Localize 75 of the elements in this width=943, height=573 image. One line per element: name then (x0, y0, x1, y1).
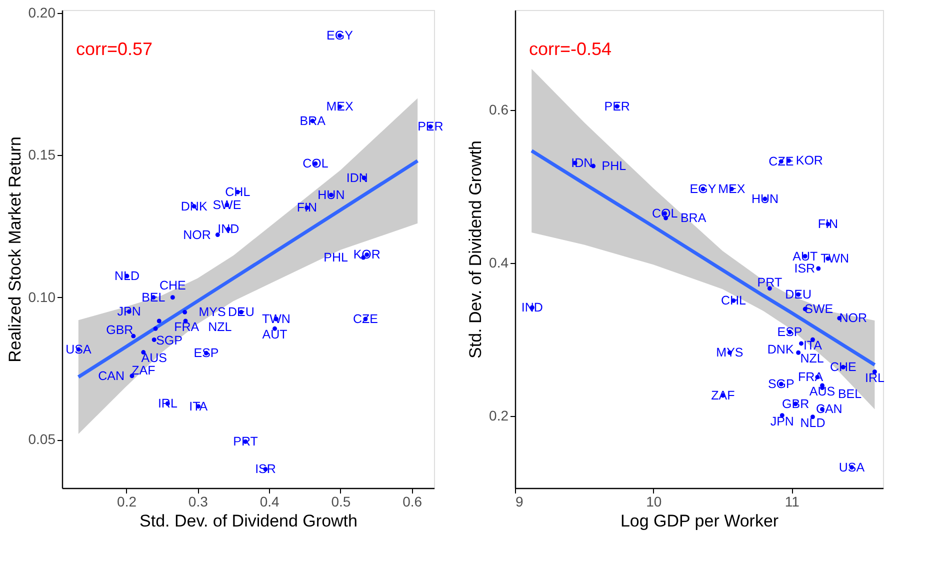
data-label: HUN (318, 188, 345, 202)
point (799, 341, 804, 346)
data-label: JPN (770, 414, 794, 428)
data-label: SGP (156, 334, 182, 348)
data-label: MYS (198, 305, 226, 320)
data-label: EGY (326, 28, 354, 43)
data-label: IRL (864, 370, 884, 385)
y-tick-label: 0.10 (28, 288, 56, 305)
data-label: NOR (839, 311, 868, 326)
point (215, 232, 220, 238)
data-label: ITA (189, 399, 208, 414)
annotation: corr=-0.54 (529, 39, 612, 59)
x-axis-title: Std. Dev. of Dividend Growth (140, 512, 358, 530)
data-label: ITA (803, 338, 823, 353)
point (152, 338, 156, 342)
y-axis-title: Std. Dev. of Dividend Growth (466, 140, 486, 358)
data-label: PHL (602, 159, 626, 174)
data-label: SWE (804, 302, 834, 316)
point (153, 326, 158, 331)
data-label: COL (302, 156, 328, 171)
y-tick-label: 0.15 (28, 146, 56, 163)
data-label: DEU (785, 288, 812, 302)
point (156, 318, 162, 324)
data-label: FRA (174, 320, 200, 334)
data-label: CAN (816, 402, 842, 416)
data-label: KOR (796, 154, 823, 168)
y-axis-title: Realized Stock Market Return (5, 136, 24, 362)
point (816, 266, 821, 271)
data-label: SGP (768, 376, 794, 391)
data-label: GBR (106, 323, 134, 338)
data-label: PRT (757, 275, 782, 290)
x-tick-label: 11 (784, 494, 800, 510)
data-label: ISR (794, 262, 816, 276)
x-axis-title: Log GDP per Worker (620, 512, 779, 530)
data-label: PHL (324, 250, 348, 265)
data-label: NLD (800, 416, 826, 430)
data-label: AUT (792, 249, 818, 264)
data-label: DEU (228, 305, 254, 320)
data-label: ZAF (132, 363, 156, 378)
point (796, 350, 801, 355)
data-label: AUS (809, 384, 836, 399)
data-label: HUN (751, 192, 779, 206)
annotation: corr=0.57 (76, 39, 153, 59)
x-tick-label: 0.5 (331, 494, 351, 510)
x-tick-label: 0.4 (260, 494, 280, 510)
data-label: AUS (141, 350, 167, 365)
data-label: COL (652, 206, 678, 220)
x-tick-label: 10 (646, 494, 662, 510)
data-label: DNK (767, 342, 794, 356)
data-label: GBR (782, 396, 810, 411)
y-tick-label: 0.2 (489, 408, 509, 424)
point (170, 295, 175, 300)
y-tick-label: 0.4 (489, 254, 509, 271)
x-tick-label: 9 (516, 494, 524, 510)
x-tick-label: 0.6 (402, 494, 422, 510)
x-tick-label: 0.2 (117, 494, 137, 510)
y-tick-label: 0.20 (28, 4, 56, 20)
y-tick-label: 0.05 (28, 431, 56, 448)
data-label: CAN (98, 368, 125, 383)
data-label: NZL (208, 320, 232, 334)
data-label: NZL (800, 352, 824, 366)
point (182, 310, 188, 314)
data-label: NLD (114, 269, 140, 284)
data-label: PER (418, 120, 444, 134)
point (131, 334, 136, 338)
data-label: EGY (690, 182, 717, 196)
data-label: TWN (820, 252, 850, 266)
data-label: CHE (159, 278, 186, 292)
point (767, 286, 772, 291)
y-tick-label: 0.6 (489, 102, 509, 118)
data-label: AUT (262, 328, 288, 342)
x-tick-label: 0.3 (188, 494, 208, 510)
data-label: BRA (680, 211, 707, 226)
data-label: NOR (183, 228, 211, 242)
data-label: BEL (838, 386, 862, 401)
